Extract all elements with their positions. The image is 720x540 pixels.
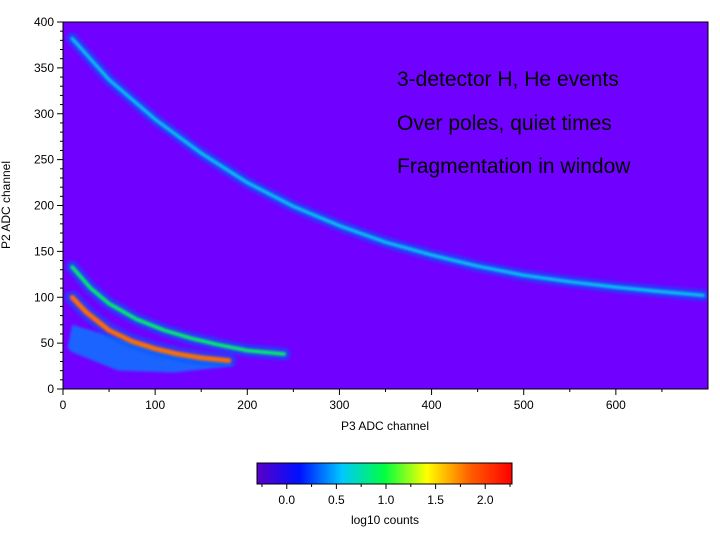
annotation-1: 3-detector H, He events [397,68,619,91]
colorbar-tick-label: 2.0 [477,493,494,507]
x-tick-label: 0 [60,398,67,412]
x-tick-label: 600 [606,398,626,412]
colorbar-tick-label: 1.5 [427,493,444,507]
y-axis: 0 50 100 150 200 250 300 350 400 [34,15,63,396]
colorbar-tick-label: 0.5 [328,493,345,507]
annotation-3: Fragmentation in window [397,155,631,178]
track-0 [70,36,706,298]
colorbar-ticks: 0.0 0.5 1.0 1.5 2.0 [261,484,511,507]
y-tick-label: 100 [34,290,54,304]
y-tick-label: 200 [34,199,54,213]
y-tick-label: 300 [34,107,54,121]
x-axis-label: P3 ADC channel [341,419,429,433]
x-tick-label: 500 [514,398,534,412]
colorbar-tick-label: 0.0 [278,493,295,507]
track-1 [70,265,287,357]
annotation-2: Over poles, quiet times [397,112,612,135]
y-tick-label: 50 [41,336,55,350]
x-tick-label: 100 [145,398,165,412]
x-tick-label: 200 [237,398,257,412]
x-tick-label: 400 [422,398,442,412]
y-tick-label: 150 [34,244,54,258]
y-tick-label: 250 [34,153,54,167]
y-tick-label: 350 [34,61,54,75]
y-axis-label: P2 ADC channel [0,161,13,249]
colorbar-label: log10 counts [351,513,419,527]
data-tracks [64,32,708,369]
colorbar [256,462,513,485]
y-tick-label: 400 [34,15,54,29]
x-axis: 0 100 200 300 400 500 600 [60,389,663,412]
track-2 [69,294,232,364]
x-tick-label: 300 [329,398,349,412]
colorbar-tick-label: 1.0 [378,493,395,507]
y-tick-label: 0 [47,382,54,396]
